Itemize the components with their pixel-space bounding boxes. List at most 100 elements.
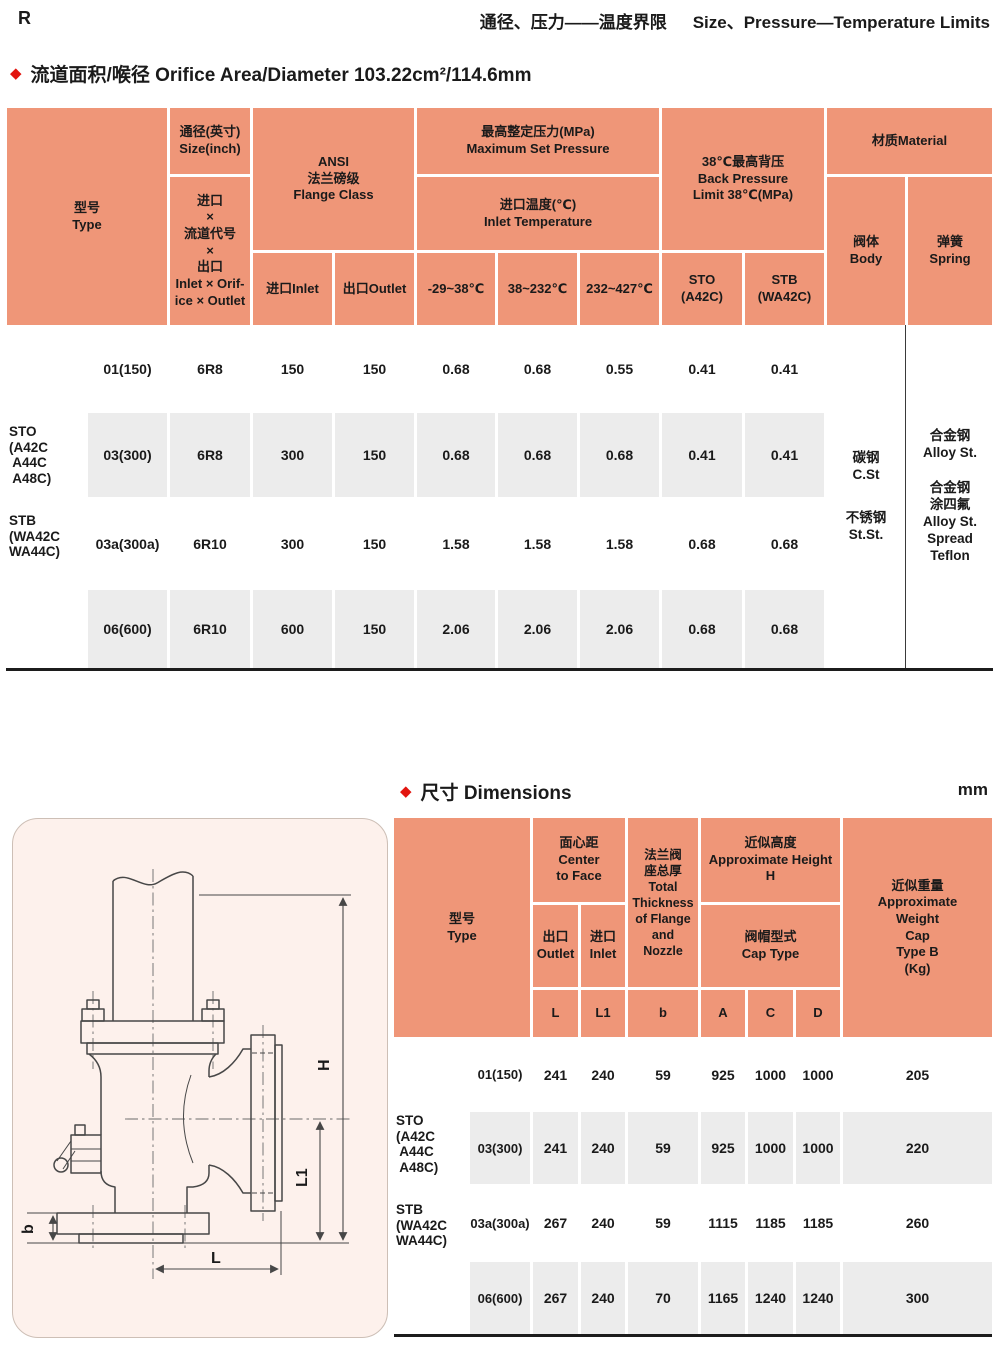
cell-d: 1000: [796, 1112, 840, 1184]
test-lever: [53, 1124, 102, 1174]
cell-size: 6R8: [170, 413, 250, 497]
flange-bolt-holes: [252, 1052, 274, 1194]
group-label-stb: STB (WA42C WA44C): [396, 1202, 448, 1249]
cell-weight: 220: [843, 1112, 992, 1184]
cell-c: 1185: [748, 1187, 793, 1259]
cell-code: 01(150): [88, 328, 167, 410]
cell-inlet: 300: [253, 413, 332, 497]
cell-p3: 0.55: [580, 328, 659, 410]
cell-code: 03(300): [470, 1112, 530, 1184]
cell-p3: 2.06: [580, 590, 659, 668]
body-left-upper: [88, 1053, 102, 1135]
th-type: 型号 Type: [7, 108, 167, 325]
bonnet-flange-upper: [80, 1020, 225, 1044]
cell-weight: 205: [843, 1040, 992, 1109]
th-col-b: b: [628, 990, 698, 1037]
cell-outlet: 150: [335, 328, 414, 410]
cell-p3: 0.68: [580, 413, 659, 497]
group-label-sto: STO (A42C A44C A48C): [9, 424, 52, 486]
cell-l1: 240: [581, 1262, 625, 1334]
outlet-top-edge: [208, 1048, 251, 1078]
page-title-cn: 通径、压力——温度界限: [479, 13, 667, 32]
cell-p2: 1.58: [498, 500, 577, 587]
th-max-set-pressure: 最高整定压力(MPa) Maximum Set Pressure: [417, 108, 659, 174]
th-temp-range-3: 232~427℃: [580, 253, 659, 325]
cell-inlet: 600: [253, 590, 332, 668]
row-group-labels: STO (A42C A44C A48C) STB (WA42C WA44C): [394, 1040, 467, 1334]
cell-outlet: 150: [335, 500, 414, 587]
cell-bp-sto: 0.68: [662, 500, 742, 587]
th-material: 材质Material: [827, 108, 992, 174]
cell-l1: 240: [581, 1112, 625, 1184]
th-inlet-temperature: 进口温度(℃) Inlet Temperature: [417, 177, 659, 250]
th-flange-outlet: 出口Outlet: [335, 253, 414, 325]
cell-b: 59: [628, 1187, 698, 1259]
cell-c: 1240: [748, 1262, 793, 1334]
th-temp-range-1: -29~38℃: [417, 253, 495, 325]
cell-d: 1185: [796, 1187, 840, 1259]
table1-bottom-rule: [6, 668, 993, 671]
cell-p1: 2.06: [417, 590, 495, 668]
cell-c: 1000: [748, 1112, 793, 1184]
cell-l: 267: [533, 1187, 578, 1259]
cell-b: 70: [628, 1262, 698, 1334]
row-group-labels: STO (A42C A44C A48C) STB (WA42C WA44C): [7, 328, 85, 668]
th-sto: STO (A42C): [662, 253, 742, 325]
cell-outlet: 150: [335, 413, 414, 497]
spring-material-alloy: 合金钢 Alloy St.: [922, 428, 977, 460]
cell-d: 1000: [796, 1040, 840, 1109]
cell-weight: 300: [843, 1262, 992, 1334]
body-material-cell: 碳钢 C.St 不锈钢 St.St.: [827, 328, 905, 668]
cell-bp-sto: 0.41: [662, 328, 742, 410]
valve-drawing: b H L1 L: [20, 869, 351, 1279]
cell-bp-stb: 0.68: [745, 500, 824, 587]
section-dimensions-heading: ◆ 尺寸 Dimensions: [400, 778, 572, 805]
page-title: 通径、压力——温度界限 Size、Pressure—Temperature Li…: [480, 8, 990, 33]
cell-p1: 0.68: [417, 328, 495, 410]
cell-a: 925: [701, 1112, 745, 1184]
group-label-sto: STO (A42C A44C A48C): [396, 1113, 439, 1175]
th-col-a: A: [701, 990, 745, 1037]
section-orifice-heading: ◆ 流道面积/喉径 Orifice Area/Diameter 103.22cm…: [10, 60, 531, 87]
th-type: 型号 Type: [394, 818, 530, 1037]
th-stb: STB (WA42C): [745, 253, 824, 325]
table2-bottom-rule: [394, 1334, 992, 1337]
cell-p2: 0.68: [498, 413, 577, 497]
corner-mark: R: [18, 8, 31, 28]
th-total-thickness: 法兰阀 座总厚 Total Thickness of Flange and No…: [628, 818, 698, 987]
th-temp-range-2: 38~232℃: [498, 253, 577, 325]
th-col-l: L: [533, 990, 578, 1037]
spring-material-cell: 合金钢 Alloy St. 合金钢 涂四氟 Alloy St. Spread T…: [908, 328, 992, 668]
diamond-icon: ◆: [400, 783, 412, 800]
cell-l1: 240: [581, 1040, 625, 1109]
inlet-base: [78, 1233, 184, 1244]
dim-label-l1: L1: [294, 1168, 311, 1187]
dim-label-l: L: [211, 1250, 221, 1267]
body-right-upper: [208, 1053, 217, 1077]
cell-bp-sto: 0.41: [662, 413, 742, 497]
cell-a: 925: [701, 1040, 745, 1109]
body-material-stainless: 不锈钢 St.St.: [845, 510, 887, 542]
outlet-bottom-edge: [208, 1164, 251, 1194]
body-right-lower: [186, 1165, 210, 1213]
dimensions-unit: mm: [957, 780, 988, 799]
th-inlet: 进口 Inlet: [581, 905, 625, 987]
body-left-lower: [100, 1170, 116, 1213]
cell-b: 59: [628, 1112, 698, 1184]
outlet-flange-face: [274, 1044, 283, 1202]
spring-material-alloy-teflon: 合金钢 涂四氟 Alloy St. Spread Teflon: [922, 480, 977, 563]
section-dimensions-title: 尺寸 Dimensions: [420, 783, 572, 804]
th-col-d: D: [796, 990, 840, 1037]
th-outlet: 出口 Outlet: [533, 905, 578, 987]
cell-size: 6R10: [170, 500, 250, 587]
bonnet-flange-lower: [86, 1042, 219, 1055]
dim-label-h: H: [316, 1059, 333, 1071]
th-spring: 弹簧 Spring: [908, 177, 992, 325]
cell-b: 59: [628, 1040, 698, 1109]
cell-bp-stb: 0.41: [745, 328, 824, 410]
cell-p1: 0.68: [417, 413, 495, 497]
th-approx-height: 近似高度 Approximate Height H: [701, 818, 840, 902]
cell-bp-sto: 0.68: [662, 590, 742, 668]
body-inner-curve: [183, 1074, 194, 1164]
section-orifice-title: 流道面积/喉径 Orifice Area/Diameter 103.22cm²/…: [30, 65, 532, 86]
